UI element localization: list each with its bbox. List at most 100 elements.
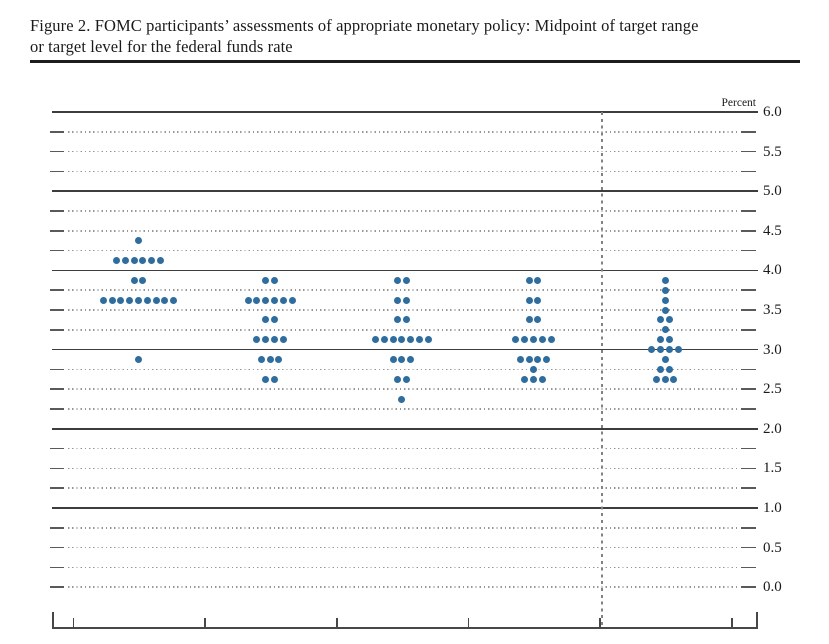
projection-dot — [530, 365, 537, 373]
gridline-dotted — [68, 150, 737, 153]
projection-dot — [121, 257, 129, 264]
gridline-dotted — [68, 447, 737, 450]
projection-dot — [657, 336, 665, 344]
y-tick-left — [50, 131, 64, 133]
gridline-dotted — [68, 289, 737, 291]
projection-dot — [135, 356, 143, 363]
projection-dot — [666, 336, 674, 344]
y-tick-left — [50, 527, 64, 529]
projection-dot — [130, 257, 138, 264]
projection-dot — [402, 276, 410, 284]
y-axis-label: 3.5 — [763, 302, 782, 318]
projection-dot — [525, 356, 533, 363]
projection-dot — [135, 296, 143, 304]
gridline-solid — [52, 348, 758, 351]
projection-dot — [652, 375, 660, 383]
y-tick-right — [741, 329, 756, 331]
projection-dot — [538, 375, 546, 383]
gridline-dotted — [68, 408, 737, 410]
y-tick-right — [741, 249, 756, 252]
gridline-dotted — [68, 566, 737, 569]
y-tick-left — [50, 289, 64, 291]
gridline-solid — [52, 269, 758, 272]
projection-dot — [530, 336, 537, 344]
x-axis-line — [52, 627, 758, 630]
projection-dot — [402, 316, 410, 324]
gridline-dotted — [68, 230, 737, 232]
projection-dot — [143, 296, 151, 304]
projection-dot — [543, 356, 551, 363]
y-tick-right — [741, 388, 756, 390]
projection-dot — [389, 336, 397, 344]
projection-dot — [657, 316, 665, 324]
projection-dot — [521, 336, 529, 344]
x-axis-tick — [599, 618, 602, 627]
y-tick-right — [741, 586, 756, 588]
y-axis-label: 4.0 — [763, 262, 782, 279]
y-tick-right — [741, 546, 756, 549]
axis-corner-tick-left — [52, 612, 54, 627]
y-axis-label: 5.5 — [763, 143, 782, 160]
projection-dot — [648, 346, 656, 354]
gridline-dotted — [68, 546, 737, 549]
gridline-dotted — [68, 467, 737, 470]
y-tick-right — [741, 150, 756, 153]
projection-dot — [525, 316, 533, 324]
title-rule — [30, 60, 800, 63]
figure-title-line2: or target level for the federal funds ra… — [30, 37, 293, 56]
gridline-dotted — [68, 388, 737, 390]
y-tick-right — [741, 368, 756, 371]
projection-dot — [534, 356, 542, 363]
projection-dot — [262, 276, 270, 284]
x-axis-tick — [72, 618, 75, 627]
projection-dot — [139, 257, 147, 264]
projection-dot — [275, 356, 283, 363]
projection-dot — [130, 276, 138, 284]
projection-dot — [99, 296, 107, 304]
projection-dot — [661, 326, 669, 334]
projection-dot — [253, 336, 261, 344]
projection-dot — [113, 257, 121, 264]
projection-dot — [424, 336, 432, 344]
projection-dot — [547, 336, 555, 344]
projection-dot — [407, 336, 415, 344]
gridline-solid — [52, 427, 758, 430]
projection-dot — [415, 336, 423, 344]
y-tick-right — [741, 447, 756, 450]
projection-dot — [288, 296, 296, 304]
projection-dot — [657, 365, 665, 373]
projection-dot — [266, 356, 274, 363]
figure-title-line1: Figure 2. FOMC participants’ assessments… — [30, 16, 699, 35]
gridline-dotted — [68, 170, 737, 173]
projection-dot — [534, 276, 542, 284]
y-tick-right — [741, 566, 756, 569]
projection-dot — [407, 356, 415, 363]
y-axis-label: 4.5 — [763, 222, 782, 239]
y-tick-left — [50, 487, 64, 489]
projection-dot — [271, 276, 279, 284]
projection-dot — [525, 296, 533, 304]
y-axis-label: 0.5 — [763, 539, 782, 556]
x-axis-tick — [336, 618, 338, 627]
projection-dot — [661, 286, 669, 294]
projection-dot — [674, 346, 682, 354]
projection-dot — [139, 276, 147, 284]
projection-dot — [661, 375, 669, 383]
y-tick-left — [50, 388, 64, 390]
projection-dot — [666, 316, 674, 324]
y-tick-left — [50, 230, 64, 232]
projection-dot — [398, 336, 406, 344]
y-tick-left — [50, 586, 64, 588]
projection-dot — [271, 375, 279, 383]
projection-dot — [262, 316, 270, 324]
projection-dot — [661, 356, 669, 363]
projection-dot — [661, 306, 669, 314]
projection-dot — [161, 296, 169, 304]
gridline-dotted — [68, 210, 737, 212]
gridline-dotted — [68, 527, 737, 529]
y-tick-left — [50, 467, 64, 470]
gridline-dotted — [68, 368, 737, 371]
gridline-solid — [52, 190, 758, 192]
projection-dot — [152, 296, 160, 304]
